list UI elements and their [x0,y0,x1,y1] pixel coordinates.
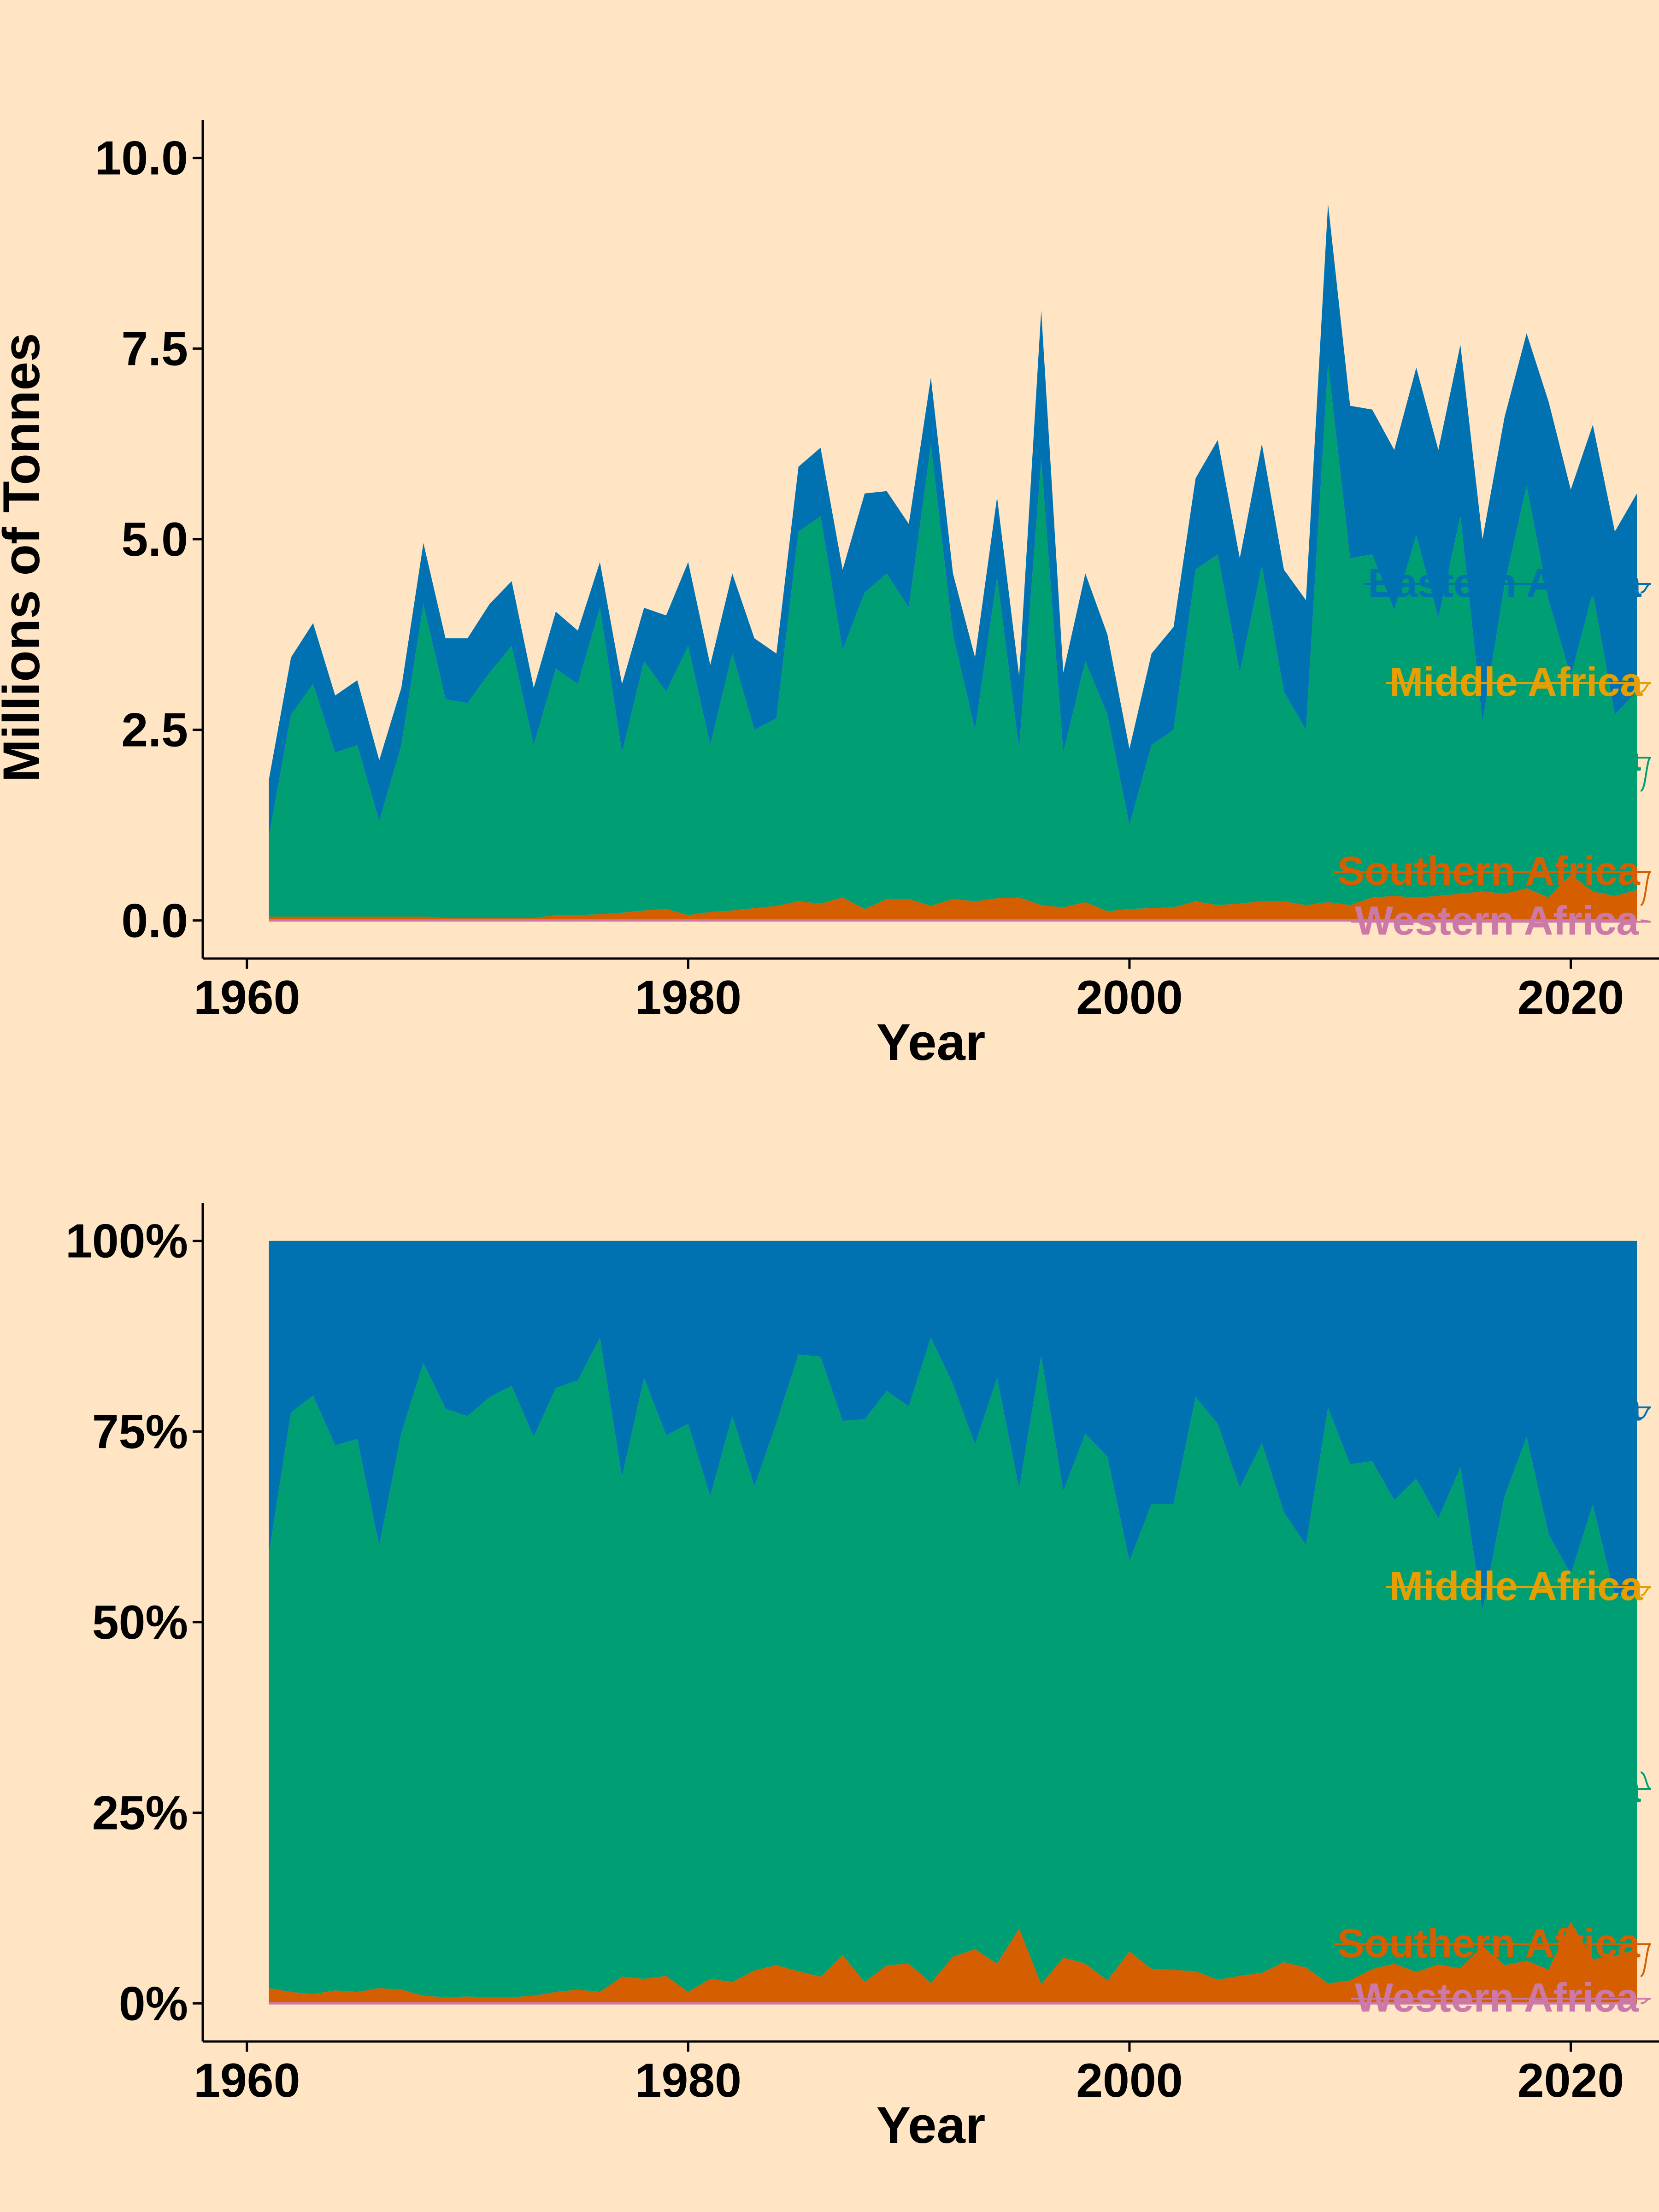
y-tick-label: 25% [92,1787,188,1840]
leader-line-western-africa [1351,919,1651,923]
x-axis-title: Year [877,2096,986,2154]
label-southern-africa: Southern Africa [1337,848,1641,894]
area-northern-africa [269,364,1637,918]
x-tick-label: 1980 [635,2054,741,2107]
leader-line-middle-africa [1386,682,1651,693]
leader-line-southern-africa [1334,871,1652,906]
x-axis-title: Year [877,1013,986,1071]
x-tick-label: 1960 [194,2054,300,2107]
x-tick-label: 2020 [1518,971,1624,1024]
y-tick-label: 50% [92,1596,188,1649]
y-tick-label: 10.0 [95,132,188,185]
label-southern-africa: Southern Africa [1337,1920,1641,1966]
panel-tonnes: 1960 1980 2000 2020 0.0 2.5 5.0 7.5 10.0 Year Mill… [0,120,1659,1071]
label-middle-africa: Middle Africa [1389,659,1643,705]
y-tick-label: 5.0 [121,513,188,566]
y-tick-label: 2.5 [121,704,188,757]
area-eastern-africa [269,204,1637,837]
leader-line-eastern-africa [1364,1406,1651,1419]
y-axis-title: Millions of Tonnes [0,333,50,782]
area-northern-africa [269,1337,1637,1997]
area-southern-africa [269,875,1637,921]
x-tick-label: 2000 [1076,971,1182,1024]
area-southern-africa [269,1922,1637,2004]
leader-line-southern-africa [1334,1943,1652,1977]
label-eastern-africa: Eastern Africa [1368,1383,1642,1429]
label-western-africa: Western Africa [1355,1975,1639,2020]
y-tick-label: 7.5 [121,322,188,376]
leader-line-eastern-africa [1364,583,1651,594]
x-tick-label: 2020 [1518,2054,1624,2107]
y-tick-label: 100% [65,1215,188,1268]
label-eastern-africa: Eastern Africa [1368,560,1642,606]
leader-line-northern-africa [1341,757,1652,792]
label-northern-africa: Northern Africa [1345,734,1641,779]
y-tick-label: 0.0 [121,894,188,947]
label-northern-africa: Northern Africa [1345,1765,1641,1811]
leader-line-middle-africa [1386,1586,1651,1597]
y-tick-label: 75% [92,1405,188,1459]
x-tick-label: 1980 [635,971,741,1024]
y-tick-label: 0% [119,1977,188,2030]
x-tick-label: 2000 [1076,2054,1182,2107]
label-middle-africa: Middle Africa [1389,1563,1643,1609]
panel-share: 1960 1980 2000 2020 0% 25% 50% 75% 100% Year Weste… [65,1203,1659,2154]
x-tick-label: 1960 [194,971,300,1024]
area-eastern-africa [269,1241,1637,1611]
leader-line-western-africa [1351,1998,1651,2005]
label-western-africa: Western Africa [1355,898,1639,943]
leader-line-northern-africa [1341,1771,1651,1790]
